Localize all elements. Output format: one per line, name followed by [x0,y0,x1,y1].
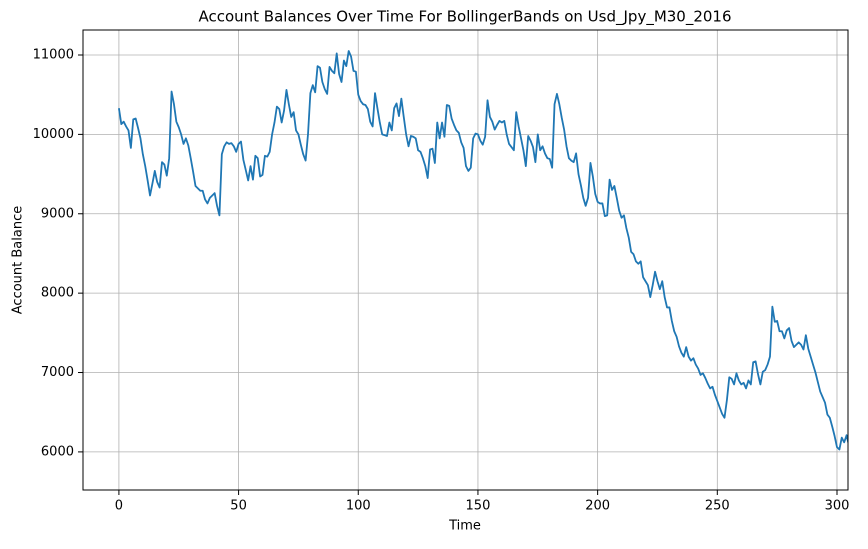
x-tick-label: 0 [115,499,123,514]
plot-area [118,50,848,451]
y-tick-label: 7000 [41,365,74,380]
x-tick-label: 150 [466,499,491,514]
grid [83,30,848,490]
y-tick-label: 11000 [33,48,74,63]
y-tick-label: 10000 [33,127,74,142]
y-axis-label: Account Balance [11,206,26,314]
y-tick-label: 8000 [41,286,74,301]
data-line [118,50,848,451]
chart-title: Account Balances Over Time For Bollinger… [198,8,731,27]
x-tick-label: 300 [825,499,850,514]
y-tick-label: 6000 [41,444,74,459]
x-tick-label: 100 [346,499,371,514]
y-tick-label: 9000 [41,206,74,221]
plot-frame [82,29,849,491]
x-tick-label: 50 [230,499,247,514]
x-axis-label: Time [448,519,481,534]
x-tick-label: 200 [585,499,610,514]
x-tick-label: 250 [705,499,730,514]
